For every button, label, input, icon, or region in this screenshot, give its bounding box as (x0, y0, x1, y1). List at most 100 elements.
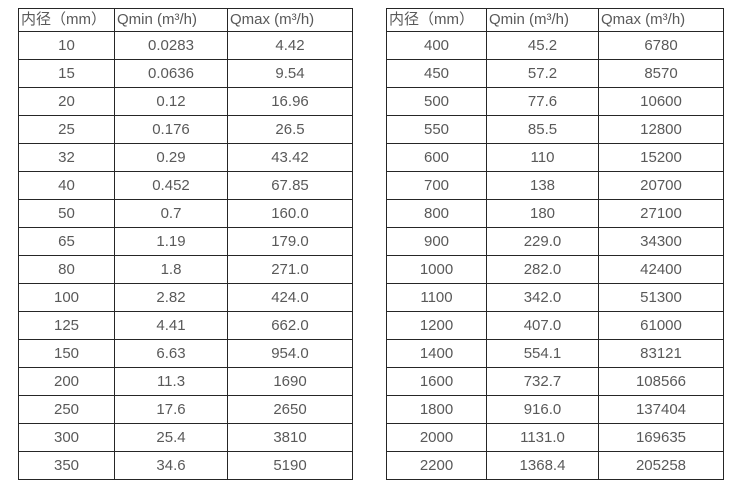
cell: 138 (486, 171, 599, 200)
cell: 43.42 (227, 143, 353, 172)
table-row: 900 229.0 34300 (386, 227, 724, 256)
cell: 1200 (386, 311, 487, 340)
cell: 83121 (598, 339, 724, 368)
table-row: 550 85.5 12800 (386, 115, 724, 144)
flow-table-large-diameters: 内径（mm） Qmin (m³/h) Qmax (m³/h) 400 45.2 67… (386, 8, 724, 480)
cell: 4.41 (114, 311, 228, 340)
cell: 100 (18, 283, 115, 312)
cell: 34.6 (114, 451, 228, 480)
table-row: 20 0.12 16.96 (18, 87, 353, 116)
cell: 229.0 (486, 227, 599, 256)
table-row: 100 2.82 424.0 (18, 283, 353, 312)
column-header-diameter: 内径（mm） (386, 8, 487, 32)
cell: 40 (18, 171, 115, 200)
cell: 15200 (598, 143, 724, 172)
cell: 250 (18, 395, 115, 424)
table-row: 2000 1131.0 169635 (386, 423, 724, 452)
cell: 85.5 (486, 115, 599, 144)
cell: 57.2 (486, 59, 599, 88)
table-row: 200 11.3 1690 (18, 367, 353, 396)
cell: 0.452 (114, 171, 228, 200)
table-row: 500 77.6 10600 (386, 87, 724, 116)
cell: 350 (18, 451, 115, 480)
cell: 2200 (386, 451, 487, 480)
cell: 550 (386, 115, 487, 144)
cell: 20700 (598, 171, 724, 200)
cell: 450 (386, 59, 487, 88)
cell: 179.0 (227, 227, 353, 256)
cell: 0.29 (114, 143, 228, 172)
cell: 400 (386, 31, 487, 60)
cell: 61000 (598, 311, 724, 340)
cell: 1800 (386, 395, 487, 424)
cell: 342.0 (486, 283, 599, 312)
table-header-row: 内径（mm） Qmin (m³/h) Qmax (m³/h) (18, 8, 353, 32)
cell: 205258 (598, 451, 724, 480)
cell: 200 (18, 367, 115, 396)
cell: 8570 (598, 59, 724, 88)
table-row: 125 4.41 662.0 (18, 311, 353, 340)
table-body: 400 45.2 6780 450 57.2 8570 500 77.6 10600 550 85.… (386, 31, 724, 480)
column-header-qmax: Qmax (m³/h) (598, 8, 724, 32)
cell: 80 (18, 255, 115, 284)
column-header-qmin: Qmin (m³/h) (486, 8, 599, 32)
column-header-qmin: Qmin (m³/h) (114, 8, 228, 32)
cell: 180 (486, 199, 599, 228)
cell: 0.0636 (114, 59, 228, 88)
table-row: 40 0.452 67.85 (18, 171, 353, 200)
table-row: 150 6.63 954.0 (18, 339, 353, 368)
cell: 169635 (598, 423, 724, 452)
cell: 1690 (227, 367, 353, 396)
table-header-row: 内径（mm） Qmin (m³/h) Qmax (m³/h) (386, 8, 724, 32)
cell: 34300 (598, 227, 724, 256)
cell: 50 (18, 199, 115, 228)
cell: 25 (18, 115, 115, 144)
table-row: 80 1.8 271.0 (18, 255, 353, 284)
cell: 600 (386, 143, 487, 172)
column-header-qmax: Qmax (m³/h) (227, 8, 353, 32)
cell: 6.63 (114, 339, 228, 368)
cell: 16.96 (227, 87, 353, 116)
cell: 0.176 (114, 115, 228, 144)
cell: 17.6 (114, 395, 228, 424)
table-row: 450 57.2 8570 (386, 59, 724, 88)
cell: 1.19 (114, 227, 228, 256)
cell: 1131.0 (486, 423, 599, 452)
cell: 800 (386, 199, 487, 228)
table-row: 1000 282.0 42400 (386, 255, 724, 284)
cell: 108566 (598, 367, 724, 396)
cell: 1100 (386, 283, 487, 312)
cell: 2650 (227, 395, 353, 424)
cell: 407.0 (486, 311, 599, 340)
cell: 1.8 (114, 255, 228, 284)
cell: 10 (18, 31, 115, 60)
cell: 27100 (598, 199, 724, 228)
cell: 0.0283 (114, 31, 228, 60)
cell: 0.12 (114, 87, 228, 116)
cell: 11.3 (114, 367, 228, 396)
cell: 110 (486, 143, 599, 172)
table-row: 1600 732.7 108566 (386, 367, 724, 396)
table-row: 1200 407.0 61000 (386, 311, 724, 340)
table-row: 350 34.6 5190 (18, 451, 353, 480)
cell: 6780 (598, 31, 724, 60)
cell: 51300 (598, 283, 724, 312)
cell: 1600 (386, 367, 487, 396)
cell: 26.5 (227, 115, 353, 144)
cell: 150 (18, 339, 115, 368)
cell: 500 (386, 87, 487, 116)
flow-table-small-diameters: 内径（mm） Qmin (m³/h) Qmax (m³/h) 10 0.0283 4… (18, 8, 353, 480)
table-row: 300 25.4 3810 (18, 423, 353, 452)
cell: 900 (386, 227, 487, 256)
cell: 271.0 (227, 255, 353, 284)
cell: 3810 (227, 423, 353, 452)
cell: 10600 (598, 87, 724, 116)
table-row: 250 17.6 2650 (18, 395, 353, 424)
cell: 282.0 (486, 255, 599, 284)
column-header-diameter: 内径（mm） (18, 8, 115, 32)
cell: 5190 (227, 451, 353, 480)
cell: 67.85 (227, 171, 353, 200)
table-row: 600 110 15200 (386, 143, 724, 172)
cell: 916.0 (486, 395, 599, 424)
